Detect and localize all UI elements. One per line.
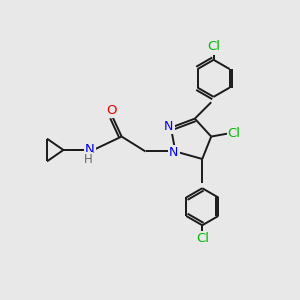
Text: Cl: Cl — [196, 232, 209, 244]
Text: H: H — [83, 153, 92, 166]
Text: O: O — [106, 104, 116, 117]
Text: N: N — [169, 146, 178, 160]
Text: Cl: Cl — [207, 40, 220, 53]
Text: N: N — [164, 120, 173, 133]
Text: N: N — [85, 143, 94, 156]
Text: Cl: Cl — [228, 127, 241, 140]
